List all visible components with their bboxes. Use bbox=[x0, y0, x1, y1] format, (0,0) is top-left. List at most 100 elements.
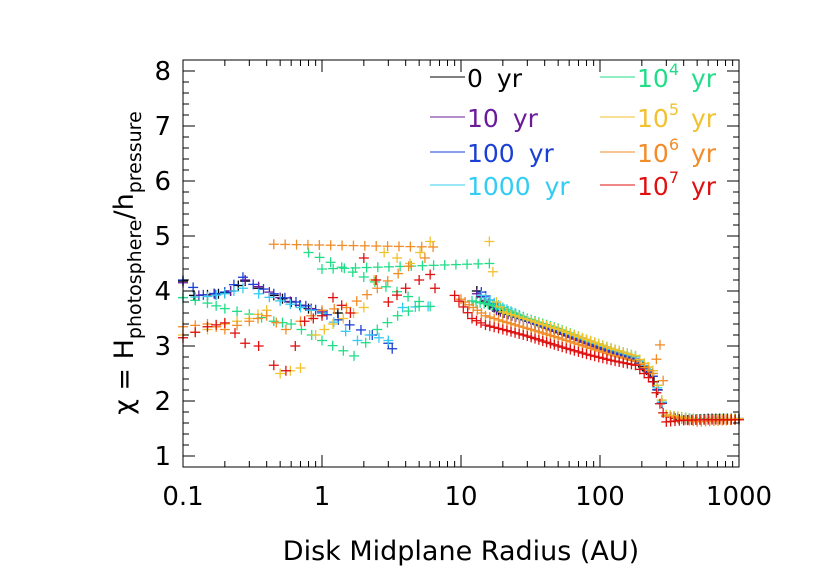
series-5-point bbox=[415, 247, 426, 258]
series-4-point bbox=[358, 272, 369, 282]
series-4-point bbox=[325, 257, 336, 268]
series-3-point bbox=[285, 299, 296, 310]
legend-label: 107 yr bbox=[637, 168, 717, 201]
series-2-point bbox=[248, 279, 259, 290]
series-3-point bbox=[275, 295, 286, 306]
legend-item: 0 yr bbox=[430, 64, 523, 93]
series-4-point bbox=[327, 340, 338, 351]
series-2-point bbox=[209, 288, 220, 299]
series-0-point bbox=[233, 280, 244, 291]
series-7-point bbox=[561, 343, 572, 354]
series-6-point bbox=[253, 313, 264, 324]
series-4-point bbox=[395, 261, 406, 272]
series-7-point bbox=[371, 275, 382, 285]
series-5-point bbox=[506, 309, 517, 320]
y-tick-label: 5 bbox=[154, 222, 171, 252]
series-1-point bbox=[210, 289, 221, 300]
legend-label-exponent: 4 bbox=[669, 60, 679, 79]
series-6-point bbox=[428, 242, 439, 252]
legend-label: 105 yr bbox=[637, 100, 717, 133]
series-7-point bbox=[626, 359, 637, 370]
series-7-point bbox=[610, 356, 621, 367]
series-7-point bbox=[569, 345, 580, 356]
series-7-point bbox=[518, 330, 529, 340]
y-axis-label-prefix: χ = H bbox=[109, 339, 140, 415]
series-3-point bbox=[211, 290, 222, 301]
y-axis-label-slash: /h bbox=[109, 193, 140, 219]
legend-label-exponent: 5 bbox=[669, 100, 679, 119]
legend-label-unit: yr bbox=[529, 139, 555, 168]
series-7-point bbox=[280, 365, 291, 376]
series-6-point bbox=[419, 253, 430, 263]
series-5-point bbox=[275, 368, 286, 379]
series-6-point bbox=[337, 240, 348, 251]
series-2-point bbox=[300, 300, 311, 311]
series-3-point bbox=[264, 292, 275, 303]
series-4-point bbox=[219, 303, 230, 314]
series-4-point bbox=[350, 262, 361, 273]
series-6-point bbox=[658, 375, 669, 386]
series-3-point bbox=[228, 286, 239, 296]
series-4-point bbox=[475, 297, 486, 308]
series-4-point bbox=[369, 276, 380, 287]
x-tick-label: 100 bbox=[575, 482, 625, 512]
series-3-point bbox=[219, 288, 230, 299]
series-7-point bbox=[606, 355, 617, 366]
series-3-point bbox=[253, 288, 264, 299]
y-axis-label-sub2: pressure bbox=[124, 111, 146, 193]
y-tick-label: 8 bbox=[154, 57, 171, 87]
y-tick-label: 4 bbox=[154, 277, 171, 307]
series-7-point bbox=[317, 310, 327, 321]
series-7-point bbox=[400, 283, 411, 294]
series-4-point bbox=[392, 310, 403, 321]
series-7-point bbox=[622, 358, 633, 369]
series-6-point bbox=[371, 241, 382, 252]
series-7-point bbox=[581, 349, 592, 360]
series-6-point bbox=[382, 241, 393, 252]
series-7-point bbox=[392, 290, 403, 301]
series-7-point bbox=[345, 308, 356, 318]
series-3-point bbox=[237, 283, 248, 294]
series-2-point bbox=[387, 343, 398, 354]
legend-label-unit: yr bbox=[513, 104, 539, 133]
series-7-point bbox=[573, 346, 584, 357]
series-5-point bbox=[310, 330, 321, 340]
series-2-point bbox=[344, 319, 355, 330]
series-4-point bbox=[484, 258, 495, 269]
series-3-point bbox=[480, 292, 491, 303]
y-tick-label: 2 bbox=[154, 387, 171, 417]
series-6-point bbox=[403, 261, 414, 272]
x-tick-label: 1000 bbox=[706, 482, 772, 512]
series-7-point bbox=[480, 320, 491, 331]
series-7-point bbox=[475, 317, 486, 328]
series-5-point bbox=[358, 302, 369, 313]
series-4-point bbox=[314, 252, 325, 263]
series-7-point bbox=[506, 326, 517, 337]
series-4-point bbox=[428, 260, 439, 271]
series-7-point bbox=[229, 328, 240, 339]
series-5-point bbox=[405, 258, 416, 269]
legend-label-base: 10 bbox=[637, 104, 669, 133]
series-7-point bbox=[240, 338, 251, 349]
series-2-point bbox=[237, 272, 248, 283]
legend-label-exponent: 6 bbox=[669, 135, 679, 154]
series-5-point bbox=[379, 247, 390, 258]
legend-label: 10 yr bbox=[467, 104, 539, 133]
series-4-point bbox=[286, 319, 297, 329]
series-3-point bbox=[373, 332, 384, 343]
series-2-point bbox=[355, 324, 366, 335]
series-4-point bbox=[360, 337, 371, 348]
series-6-point bbox=[271, 317, 282, 328]
series-7-point bbox=[453, 296, 464, 307]
series-4-point bbox=[349, 350, 360, 361]
series-4-point bbox=[296, 324, 307, 335]
series-7-point bbox=[471, 315, 482, 326]
series-4-point bbox=[382, 317, 393, 328]
series-6-point bbox=[341, 302, 352, 313]
series-4-point bbox=[338, 345, 349, 356]
legend-item: 106 yr bbox=[600, 135, 717, 168]
series-6-point bbox=[280, 324, 291, 335]
series-6-point bbox=[348, 240, 359, 251]
series-7-point bbox=[290, 341, 301, 351]
series-7-point bbox=[565, 344, 576, 355]
